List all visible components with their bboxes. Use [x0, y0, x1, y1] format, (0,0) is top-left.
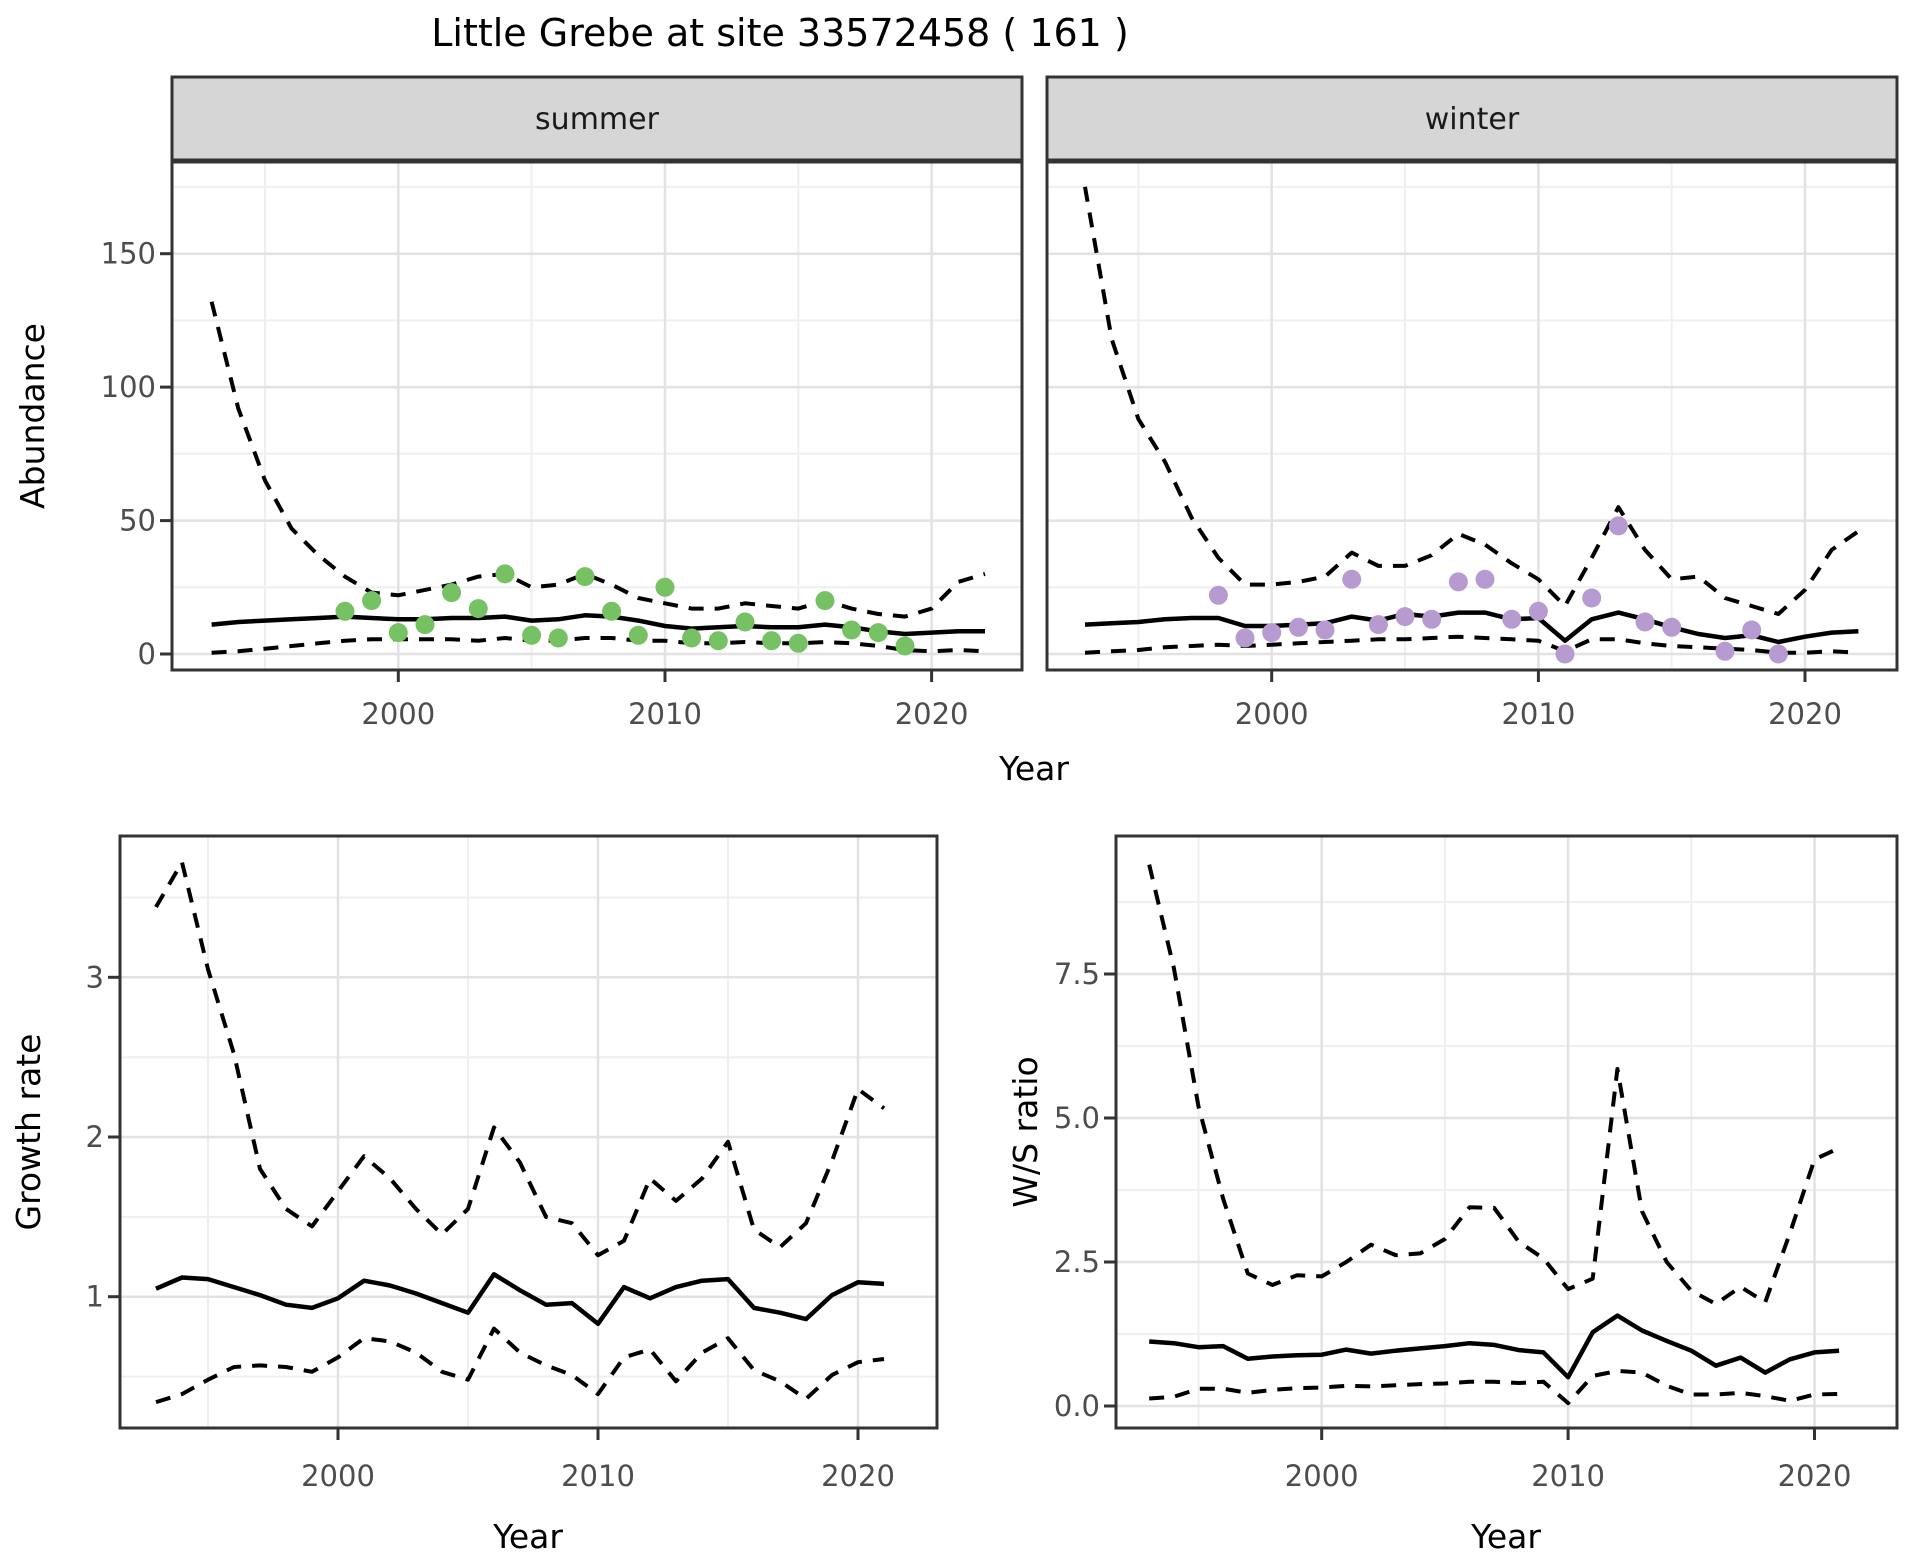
median-line-growth-rate — [155, 1272, 885, 1327]
observation-point-abundance-summer — [602, 601, 622, 621]
x-tick-label: 2020 — [895, 697, 969, 731]
observation-point-abundance-winter — [1262, 623, 1282, 643]
y-tick-label: 5.0 — [1054, 1101, 1100, 1135]
panel-background-abundance-winter — [1047, 162, 1897, 670]
observation-point-abundance-summer — [895, 636, 915, 656]
y-tick-label: 100 — [101, 370, 156, 404]
facet-strip-abundance-summer — [170, 75, 1024, 162]
lower-ci-line-growth-rate — [155, 1326, 885, 1405]
observation-point-abundance-summer — [522, 625, 542, 645]
observation-point-abundance-summer — [575, 567, 595, 587]
y-tick-label: 7.5 — [1054, 957, 1100, 991]
observation-point-abundance-summer — [362, 591, 382, 611]
facet-label-summer: summer — [535, 102, 660, 137]
observation-point-abundance-summer — [815, 591, 835, 611]
lower-ci-line-ws-ratio — [1149, 1368, 1840, 1406]
observation-point-abundance-winter — [1315, 620, 1335, 640]
x-axis-title-top: Year — [998, 749, 1069, 788]
y-tick-label: 0 — [138, 637, 156, 671]
panel-border-abundance-summer — [170, 160, 1024, 672]
observation-point-abundance-summer — [655, 577, 675, 597]
facet-strip-abundance-winter — [1045, 75, 1899, 162]
x-axis-title-ws-ratio: Year — [1470, 1517, 1541, 1556]
x-tick-label: 2010 — [628, 697, 702, 731]
x-tick-label: 2020 — [1778, 1459, 1852, 1493]
y-tick-label: 150 — [101, 237, 156, 271]
observation-point-abundance-summer — [628, 625, 648, 645]
observation-point-abundance-winter — [1662, 617, 1682, 637]
observation-point-abundance-winter — [1555, 644, 1575, 664]
observation-point-abundance-winter — [1342, 569, 1362, 589]
upper-ci-line-ws-ratio — [1147, 864, 1840, 1306]
observation-point-abundance-winter — [1235, 628, 1255, 648]
observation-point-abundance-summer — [682, 628, 702, 648]
y-axis-title-growth-rate: Growth rate — [9, 1034, 48, 1231]
x-tick-label: 2010 — [1531, 1459, 1605, 1493]
observation-point-abundance-summer — [442, 583, 462, 603]
panel-background-ws-ratio — [1116, 836, 1897, 1428]
x-tick-label: 2010 — [561, 1459, 635, 1493]
observation-point-abundance-winter — [1608, 516, 1628, 536]
observation-point-abundance-winter — [1768, 644, 1788, 664]
observation-point-abundance-winter — [1288, 617, 1308, 637]
observation-point-abundance-winter — [1582, 588, 1602, 608]
observation-point-abundance-summer — [415, 615, 435, 635]
median-line-ws-ratio — [1149, 1313, 1840, 1380]
y-tick-label: 50 — [119, 504, 156, 538]
observation-point-abundance-winter — [1635, 612, 1655, 632]
observation-point-abundance-winter — [1395, 607, 1415, 627]
observation-point-abundance-winter — [1475, 569, 1495, 589]
panel-border-ws-ratio — [1114, 834, 1899, 1430]
observation-point-abundance-winter — [1742, 620, 1762, 640]
y-tick-label: 0.0 — [1054, 1389, 1100, 1423]
observation-point-abundance-winter — [1448, 572, 1468, 592]
observation-point-abundance-winter — [1715, 641, 1735, 661]
x-tick-label: 2000 — [1235, 697, 1309, 731]
observation-point-abundance-summer — [762, 631, 782, 651]
observation-point-abundance-summer — [335, 601, 355, 621]
y-tick-label: 1 — [86, 1280, 104, 1314]
y-tick-label: 3 — [86, 960, 104, 994]
observation-point-abundance-summer — [548, 628, 568, 648]
median-line-abundance-winter — [1084, 610, 1859, 645]
observation-point-abundance-summer — [495, 564, 515, 584]
x-tick-label: 2020 — [1768, 697, 1842, 731]
y-tick-label: 2 — [86, 1120, 104, 1154]
figure-title: Little Grebe at site 33572458 ( 161 ) — [431, 11, 1129, 55]
x-tick-label: 2000 — [1285, 1459, 1359, 1493]
observation-point-abundance-summer — [388, 623, 408, 643]
observation-point-abundance-summer — [468, 599, 488, 619]
y-tick-label: 2.5 — [1054, 1245, 1100, 1279]
panels-layer: 2000 2010 2020 0 50 100 150 2000 2010 2020 2000 201… — [86, 75, 1899, 1493]
observation-point-abundance-summer — [708, 631, 728, 651]
x-tick-label: 2020 — [821, 1459, 895, 1493]
x-tick-label: 2010 — [1501, 697, 1575, 731]
observation-point-abundance-winter — [1368, 615, 1388, 635]
observation-point-abundance-winter — [1502, 609, 1522, 629]
upper-ci-line-abundance-summer — [209, 301, 986, 619]
observation-point-abundance-winter — [1528, 601, 1548, 621]
x-tick-label: 2000 — [361, 697, 435, 731]
y-axis-title-abundance: Abundance — [13, 323, 52, 509]
observation-point-abundance-summer — [842, 620, 862, 640]
panel-background-growth-rate — [120, 836, 937, 1428]
facet-label-winter: winter — [1425, 102, 1520, 137]
panel-background-abundance-summer — [172, 162, 1022, 670]
y-axis-title-ws-ratio: W/S ratio — [1006, 1056, 1045, 1207]
observation-point-abundance-winter — [1422, 609, 1442, 629]
observation-point-abundance-summer — [868, 623, 888, 643]
observation-point-abundance-winter — [1208, 585, 1228, 605]
upper-ci-line-growth-rate — [154, 860, 886, 1258]
panel-border-growth-rate — [118, 834, 939, 1430]
upper-ci-line-abundance-winter — [1083, 186, 1860, 616]
panel-border-abundance-winter — [1045, 160, 1899, 672]
observation-point-abundance-summer — [735, 612, 755, 632]
x-tick-label: 2000 — [301, 1459, 375, 1493]
x-axis-title-growth-rate: Year — [492, 1517, 563, 1556]
observation-point-abundance-summer — [788, 633, 808, 653]
